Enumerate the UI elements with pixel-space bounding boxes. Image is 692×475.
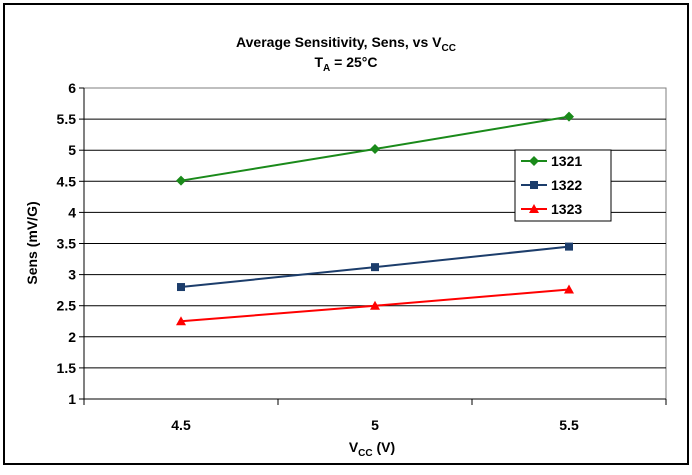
legend: 1321 1322 1323 xyxy=(514,149,612,222)
series-layer xyxy=(176,111,574,326)
legend-marker xyxy=(529,156,539,166)
axes: 1 1.5 2 2.5 3 3.5 4 4.5 5 5.5 6 4.5 5 5.5 xyxy=(57,80,667,433)
y-tick-label: 5 xyxy=(68,142,76,158)
y-tick-label: 5.5 xyxy=(57,111,77,127)
data-point xyxy=(370,300,380,310)
data-point xyxy=(564,284,574,294)
y-tick-label: 3.5 xyxy=(57,236,77,252)
data-point xyxy=(565,242,573,251)
y-axis-title: Sens (mV/G) xyxy=(24,201,40,284)
series-1321 xyxy=(176,111,574,186)
series-1322 xyxy=(177,242,573,292)
chart-title-sub: CC xyxy=(441,43,455,54)
chart-subtitle: TA = 25°C xyxy=(314,54,377,74)
y-tick-label: 2 xyxy=(68,329,76,345)
legend-item-1321: 1321 xyxy=(521,153,582,169)
data-point xyxy=(371,263,379,272)
x-axis-title-rest: (V) xyxy=(373,439,396,455)
y-tick-label: 1.5 xyxy=(57,360,77,376)
y-tick-label: 4.5 xyxy=(57,173,77,189)
data-point xyxy=(176,175,186,186)
legend-label: 1322 xyxy=(551,177,582,193)
series-1323 xyxy=(176,284,574,326)
x-axis-title-main: V xyxy=(349,439,359,455)
x-tick-label: 5.5 xyxy=(559,417,579,433)
chart-subtitle-main: T xyxy=(314,54,323,70)
data-point xyxy=(176,316,186,326)
y-tick-label: 4 xyxy=(68,204,76,220)
x-tick-label: 4.5 xyxy=(171,417,191,433)
legend-item-1322: 1322 xyxy=(521,177,582,193)
y-tick-label: 2.5 xyxy=(57,298,77,314)
y-tick-label: 6 xyxy=(68,80,76,96)
x-tick-label: 5 xyxy=(371,417,379,433)
chart-title-main: Average Sensitivity, Sens, vs V xyxy=(236,34,442,50)
legend-marker xyxy=(529,204,539,213)
data-point xyxy=(177,283,185,292)
x-axis-title: VCC (V) xyxy=(349,439,395,459)
data-point xyxy=(564,111,574,122)
chart-subtitle-rest: = 25°C xyxy=(330,54,377,70)
legend-label: 1321 xyxy=(551,153,582,169)
y-tick-label: 3 xyxy=(68,267,76,283)
legend-marker xyxy=(530,181,538,189)
data-point xyxy=(370,143,380,154)
chart-title: Average Sensitivity, Sens, vs VCC xyxy=(236,34,456,54)
legend-label: 1323 xyxy=(551,201,582,217)
chart-subtitle-sub: A xyxy=(323,63,330,74)
x-axis-title-sub: CC xyxy=(358,448,372,459)
y-tick-label: 1 xyxy=(68,391,76,407)
legend-item-1323: 1323 xyxy=(521,201,582,217)
